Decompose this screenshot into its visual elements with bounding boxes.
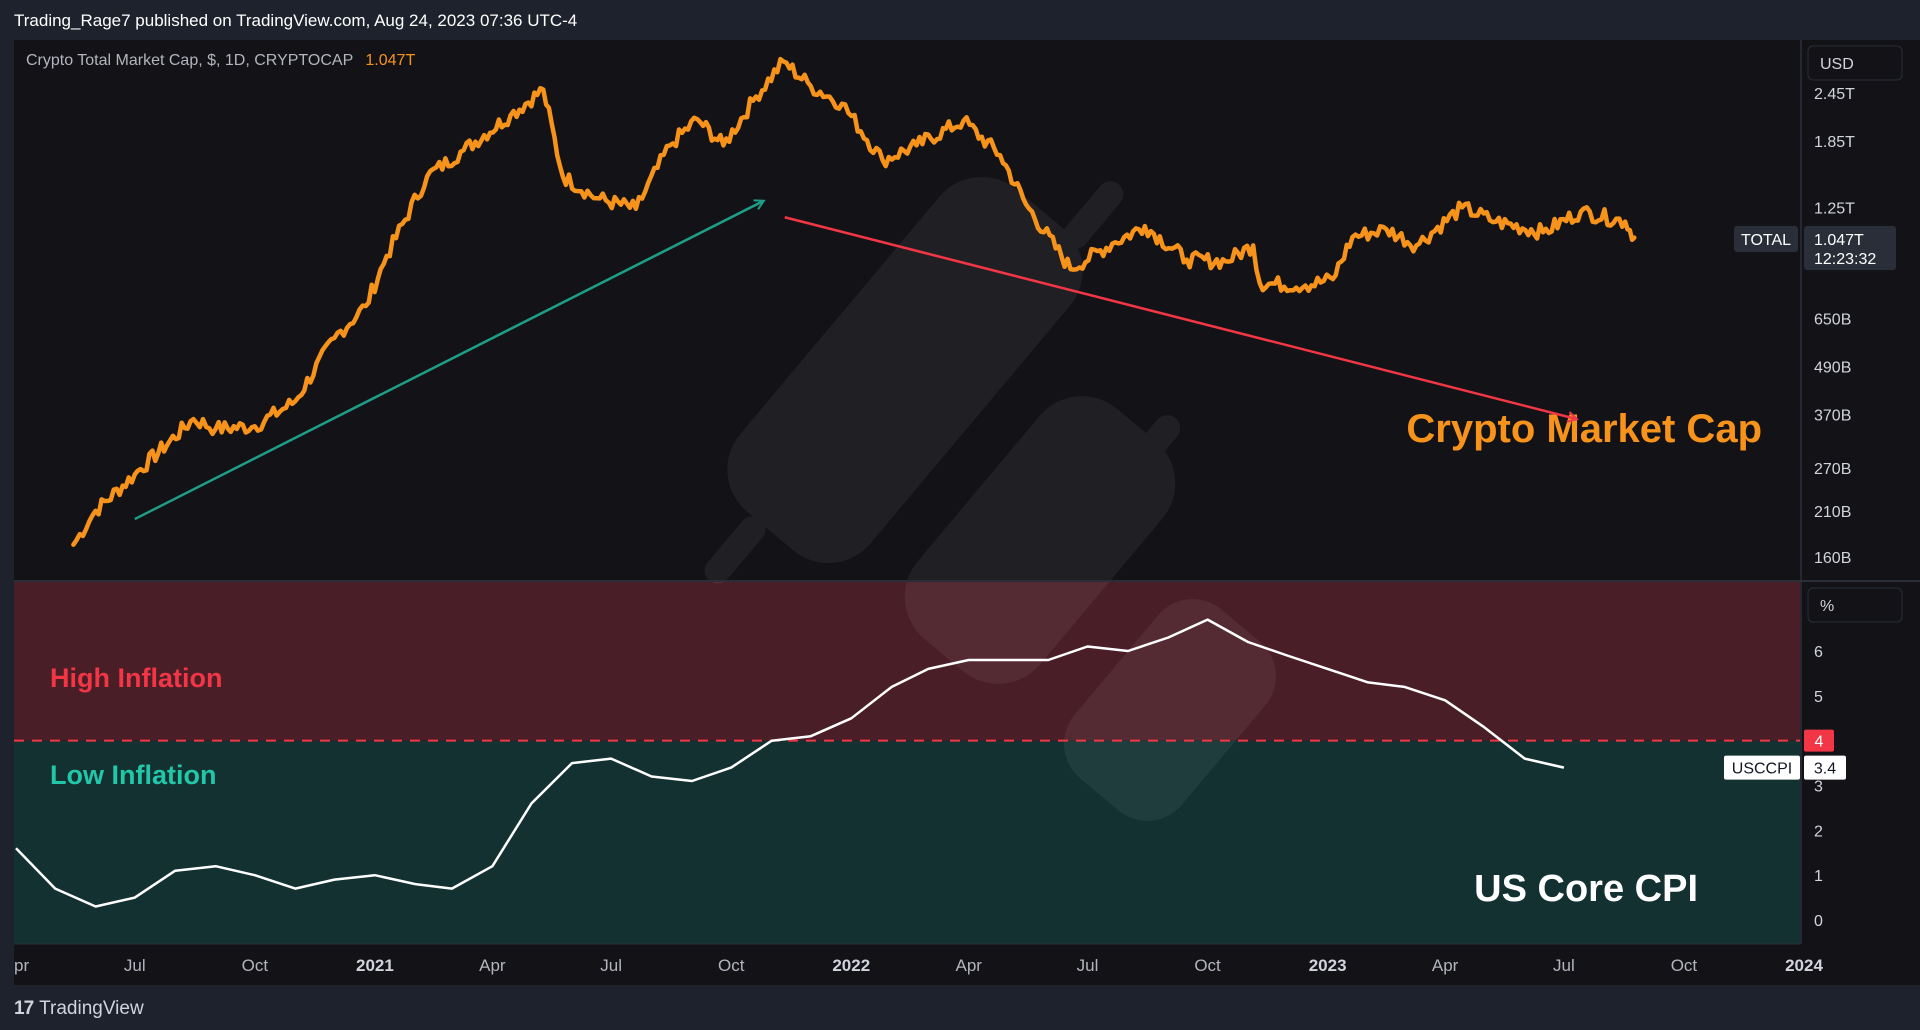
time-tick-label: 2024 bbox=[1785, 956, 1823, 975]
time-tick-label: Jul bbox=[1077, 956, 1099, 975]
brand-label: TradingView bbox=[39, 998, 144, 1019]
price-tick-label: 2.45T bbox=[1814, 86, 1855, 103]
time-tick-label: Oct bbox=[718, 956, 745, 975]
time-tick-label: Oct bbox=[1194, 956, 1221, 975]
price-pane[interactable] bbox=[14, 40, 1800, 580]
chart-area[interactable]: Crypto Total Market Cap, $, 1D, CRYPTOCA… bbox=[0, 40, 1920, 985]
price-tick-label: 490B bbox=[1814, 360, 1851, 377]
time-axis-ticks: pr Jul Oct 2021 Apr Jul Oct 2022 Apr Jul Oct 2023 Ap… bbox=[14, 956, 1823, 975]
time-tick-label: 2022 bbox=[832, 956, 870, 975]
time-tick-label: Jul bbox=[600, 956, 622, 975]
high-inflation-label: High Inflation bbox=[50, 663, 222, 693]
price-tick-label: 210B bbox=[1814, 504, 1851, 521]
price-legend-title: Crypto Total Market Cap, $, 1D, CRYPTOCA… bbox=[26, 52, 353, 69]
us-core-cpi-annotation: US Core CPI bbox=[1474, 868, 1698, 910]
cpi-tick-label: 5 bbox=[1814, 689, 1823, 706]
cpi-axis-ticks: 6 5 3 2 1 0 bbox=[1814, 644, 1823, 930]
publish-info: Trading_Rage7 published on TradingView.c… bbox=[14, 11, 578, 30]
cpi-tick-label: 6 bbox=[1814, 644, 1823, 661]
downtrend-arrow bbox=[784, 216, 1577, 419]
time-axis[interactable] bbox=[14, 944, 1920, 985]
threshold-badge-value: 4 bbox=[1815, 734, 1824, 751]
cpi-tick-label: 2 bbox=[1814, 823, 1823, 840]
price-tick-label: 1.85T bbox=[1814, 134, 1855, 151]
price-tick-label: 650B bbox=[1814, 312, 1851, 329]
uptrend-arrow bbox=[134, 201, 764, 521]
price-tick-label: 160B bbox=[1814, 550, 1851, 567]
price-tick-label: 370B bbox=[1814, 407, 1851, 424]
time-tick-label: Oct bbox=[1671, 956, 1698, 975]
cpi-axis[interactable] bbox=[1802, 582, 1920, 984]
unit-button[interactable] bbox=[1807, 587, 1903, 623]
crypto-market-cap-line bbox=[71, 56, 1637, 547]
threshold-badge bbox=[1804, 729, 1834, 752]
low-inflation-zone bbox=[14, 740, 1800, 944]
publish-header: Trading_Rage7 published on TradingView.c… bbox=[0, 0, 1920, 40]
time-tick-label: Oct bbox=[242, 956, 269, 975]
time-tick-label: Apr bbox=[479, 956, 506, 975]
time-tick-label: Apr bbox=[1432, 956, 1459, 975]
price-tick-label: 1.25T bbox=[1814, 200, 1855, 217]
footer: 17 TradingView bbox=[0, 985, 1920, 1030]
cpi-tick-label: 3 bbox=[1814, 779, 1823, 796]
tradingview-logo[interactable]: 17 TradingView bbox=[14, 998, 144, 1020]
cpi-tick-label: 1 bbox=[1814, 868, 1823, 885]
time-tick-label: Jul bbox=[1553, 956, 1575, 975]
price-axis[interactable] bbox=[1802, 40, 1920, 580]
bar-countdown: 12:23:32 bbox=[1814, 251, 1876, 268]
time-tick-label: pr bbox=[14, 956, 29, 975]
price-axis-ticks: 2.45T 1.85T 1.25T 650B 490B 370B 270B 210B 160B bbox=[1814, 86, 1855, 567]
us-core-cpi-line bbox=[15, 618, 1565, 908]
price-legend: Crypto Total Market Cap, $, 1D, CRYPTOCA… bbox=[26, 52, 415, 69]
last-price-value: 1.047T bbox=[1814, 232, 1864, 249]
unit-label: % bbox=[1820, 598, 1834, 615]
currency-label: USD bbox=[1820, 56, 1854, 73]
time-tick-label: 2023 bbox=[1309, 956, 1347, 975]
currency-button[interactable] bbox=[1807, 45, 1903, 81]
high-inflation-zone bbox=[14, 582, 1800, 741]
tradingview-logo-icon: 17 bbox=[14, 998, 34, 1019]
low-inflation-label: Low Inflation bbox=[50, 760, 216, 790]
time-tick-label: 2021 bbox=[356, 956, 394, 975]
usccpi-value-badge bbox=[1804, 755, 1846, 780]
crypto-market-cap-annotation: Crypto Market Cap bbox=[1406, 407, 1762, 451]
total-symbol-label: TOTAL bbox=[1741, 232, 1791, 249]
price-legend-value: 1.047T bbox=[365, 52, 415, 69]
time-tick-label: Jul bbox=[124, 956, 146, 975]
price-tick-label: 270B bbox=[1814, 461, 1851, 478]
usccpi-value: 3.4 bbox=[1814, 761, 1836, 778]
total-symbol-badge bbox=[1734, 226, 1798, 252]
time-tick-label: Apr bbox=[955, 956, 982, 975]
cpi-tick-label: 0 bbox=[1814, 913, 1823, 930]
watermark-logo bbox=[704, 176, 1276, 821]
usccpi-symbol-badge bbox=[1724, 755, 1800, 780]
last-price-badge bbox=[1804, 226, 1896, 270]
usccpi-symbol-label: USCCPI bbox=[1732, 761, 1792, 778]
